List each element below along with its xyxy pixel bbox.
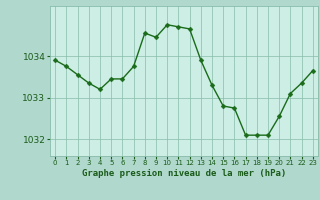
X-axis label: Graphe pression niveau de la mer (hPa): Graphe pression niveau de la mer (hPa) [82,169,286,178]
